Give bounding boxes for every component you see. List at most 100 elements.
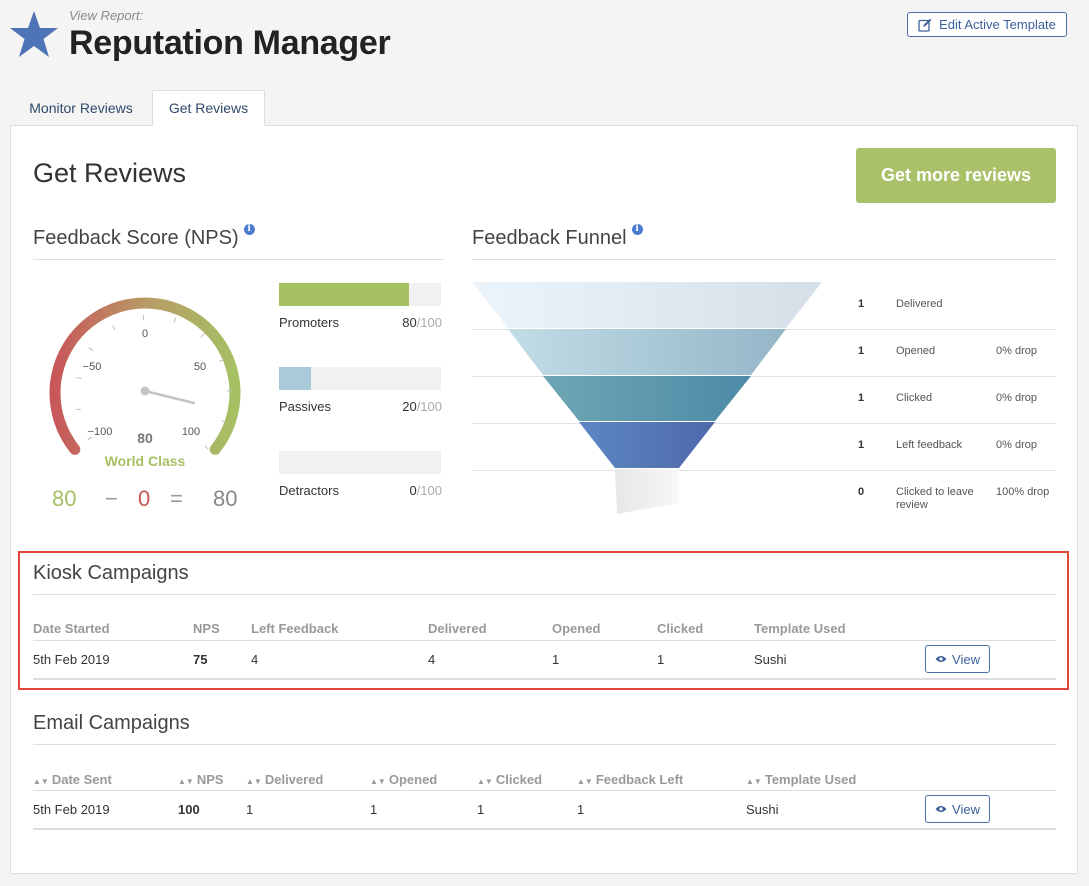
detractors-label: Detractors xyxy=(279,483,339,498)
email-view-button[interactable]: View xyxy=(925,795,990,823)
funnel-count: 1 xyxy=(858,345,865,357)
get-more-reviews-button[interactable]: Get more reviews xyxy=(856,148,1056,203)
funnel-label: Left feedback xyxy=(896,439,963,451)
email-view-label: View xyxy=(952,801,980,817)
kiosk-view-button[interactable]: View xyxy=(925,645,990,673)
sort-icon: ▲▼ xyxy=(477,777,493,786)
detractors-value: 0/100 xyxy=(409,483,442,498)
kiosk-cell-nps: 75 xyxy=(193,652,208,667)
email-header-template-used[interactable]: ▲▼ Template Used xyxy=(746,772,857,787)
gauge-tick-label: −100 xyxy=(88,426,113,438)
funnel-label: Clicked to leave review xyxy=(896,486,974,511)
kiosk-header-delivered[interactable]: Delivered xyxy=(428,621,487,636)
passives-label: Passives xyxy=(279,399,332,414)
email-header-clicked[interactable]: ▲▼ Clicked xyxy=(477,772,543,787)
funnel-count: 1 xyxy=(858,392,865,404)
gauge-tick-label: −50 xyxy=(83,361,102,373)
kiosk-cell-date: 5th Feb 2019 xyxy=(33,652,110,667)
email-cell-opened: 1 xyxy=(370,802,378,817)
kiosk-header-template-used[interactable]: Template Used xyxy=(754,621,846,636)
kiosk-header-left-feedback[interactable]: Left Feedback xyxy=(251,621,339,636)
email-cell-delivered: 1 xyxy=(246,802,254,817)
email-cell-clicked: 1 xyxy=(477,802,485,817)
edit-icon xyxy=(918,18,932,32)
email-title: Email Campaigns xyxy=(33,712,190,734)
funnel-graphic xyxy=(472,282,822,514)
gauge-tick-label: 50 xyxy=(194,361,206,373)
sort-icon: ▲▼ xyxy=(746,777,762,786)
email-divider xyxy=(33,744,1056,745)
sort-icon: ▲▼ xyxy=(178,777,194,786)
funnel-drop: 100% drop xyxy=(996,486,1050,498)
kiosk-cell-left-feedback: 4 xyxy=(251,652,259,667)
sort-icon: ▲▼ xyxy=(370,777,386,786)
equation-equals: = xyxy=(170,486,183,511)
detractors-bar xyxy=(279,451,441,474)
email-cell-nps: 100 xyxy=(178,802,200,817)
kiosk-title: Kiosk Campaigns xyxy=(33,562,189,584)
kiosk-header-date-started[interactable]: Date Started xyxy=(33,621,110,636)
funnel-drop: 0% drop xyxy=(996,392,1037,404)
funnel-info-icon[interactable]: i xyxy=(631,224,643,235)
passives-value: 20/100 xyxy=(402,399,442,414)
email-header-feedback-left[interactable]: ▲▼ Feedback Left xyxy=(577,772,684,787)
kiosk-header-nps[interactable]: NPS xyxy=(193,621,220,636)
tab-monitor-reviews[interactable]: Monitor Reviews xyxy=(29,100,133,116)
email-cell-feedback-left: 1 xyxy=(577,802,585,817)
kiosk-header-clicked[interactable]: Clicked xyxy=(657,621,704,636)
app-title: Reputation Manager xyxy=(69,24,391,62)
sort-icon: ▲▼ xyxy=(33,777,49,786)
equation-promoters: 80 xyxy=(52,486,77,511)
nps-title-text: Feedback Score (NPS) xyxy=(33,227,239,249)
equation-result: 80 xyxy=(213,486,238,511)
nps-info-icon[interactable]: i xyxy=(243,224,255,235)
email-header-date-sent[interactable]: ▲▼ Date Sent xyxy=(33,772,112,787)
funnel-title-text: Feedback Funnel xyxy=(472,227,627,249)
funnel-row xyxy=(472,424,1056,471)
equation-minus: − xyxy=(105,486,118,511)
promoters-label: Promoters xyxy=(279,315,339,330)
gauge-rating: World Class xyxy=(105,453,186,469)
email-cell-template: Sushi xyxy=(746,802,779,817)
passives-bar xyxy=(279,367,441,390)
funnel-drop: 0% drop xyxy=(996,439,1037,451)
promoters-bar xyxy=(279,283,441,306)
kiosk-cell-delivered: 4 xyxy=(428,652,436,667)
funnel-count: 1 xyxy=(858,439,865,451)
funnel-row xyxy=(472,330,1056,377)
email-row-divider xyxy=(33,828,1056,830)
funnel-row xyxy=(472,377,1056,424)
promoters-value: 80/100 xyxy=(402,315,442,330)
kiosk-cell-opened: 1 xyxy=(552,652,560,667)
funnel-label: Clicked xyxy=(896,392,933,404)
email-header-divider xyxy=(33,790,1056,791)
kiosk-header-divider xyxy=(33,640,1056,641)
page-title: Get Reviews xyxy=(33,158,187,188)
funnel-section-title: Feedback Funnel i xyxy=(472,224,643,250)
kiosk-cell-template: Sushi xyxy=(754,652,787,667)
eye-icon xyxy=(935,656,947,662)
kiosk-row-divider xyxy=(33,678,1056,680)
funnel-label: Delivered xyxy=(896,298,943,310)
funnel-count: 0 xyxy=(858,486,865,498)
email-header-opened[interactable]: ▲▼ Opened xyxy=(370,772,438,787)
eye-icon xyxy=(935,806,947,812)
email-header-nps[interactable]: ▲▼ NPS xyxy=(178,772,224,787)
passives-bar-fill xyxy=(279,367,312,390)
kiosk-highlight-box xyxy=(18,551,1069,690)
funnel-drop: 0% drop xyxy=(996,345,1037,357)
edit-active-template-button[interactable]: Edit Active Template xyxy=(907,12,1067,37)
view-report-label: View Report: xyxy=(69,8,144,23)
gauge-tick-label: 100 xyxy=(182,426,200,438)
tab-get-reviews[interactable]: Get Reviews xyxy=(152,90,265,126)
nps-divider xyxy=(33,259,443,260)
gauge-score: 80 xyxy=(137,430,153,446)
nps-gauge: −100 −50 0 50 100 80 World Class xyxy=(49,297,241,469)
promoters-bar-fill xyxy=(279,283,409,306)
edit-active-template-label: Edit Active Template xyxy=(939,17,1056,32)
kiosk-header-opened[interactable]: Opened xyxy=(552,621,601,636)
funnel-divider xyxy=(472,259,1056,260)
funnel-label: Opened xyxy=(896,345,936,357)
email-header-delivered[interactable]: ▲▼ Delivered xyxy=(246,772,324,787)
funnel-count: 1 xyxy=(858,298,865,310)
